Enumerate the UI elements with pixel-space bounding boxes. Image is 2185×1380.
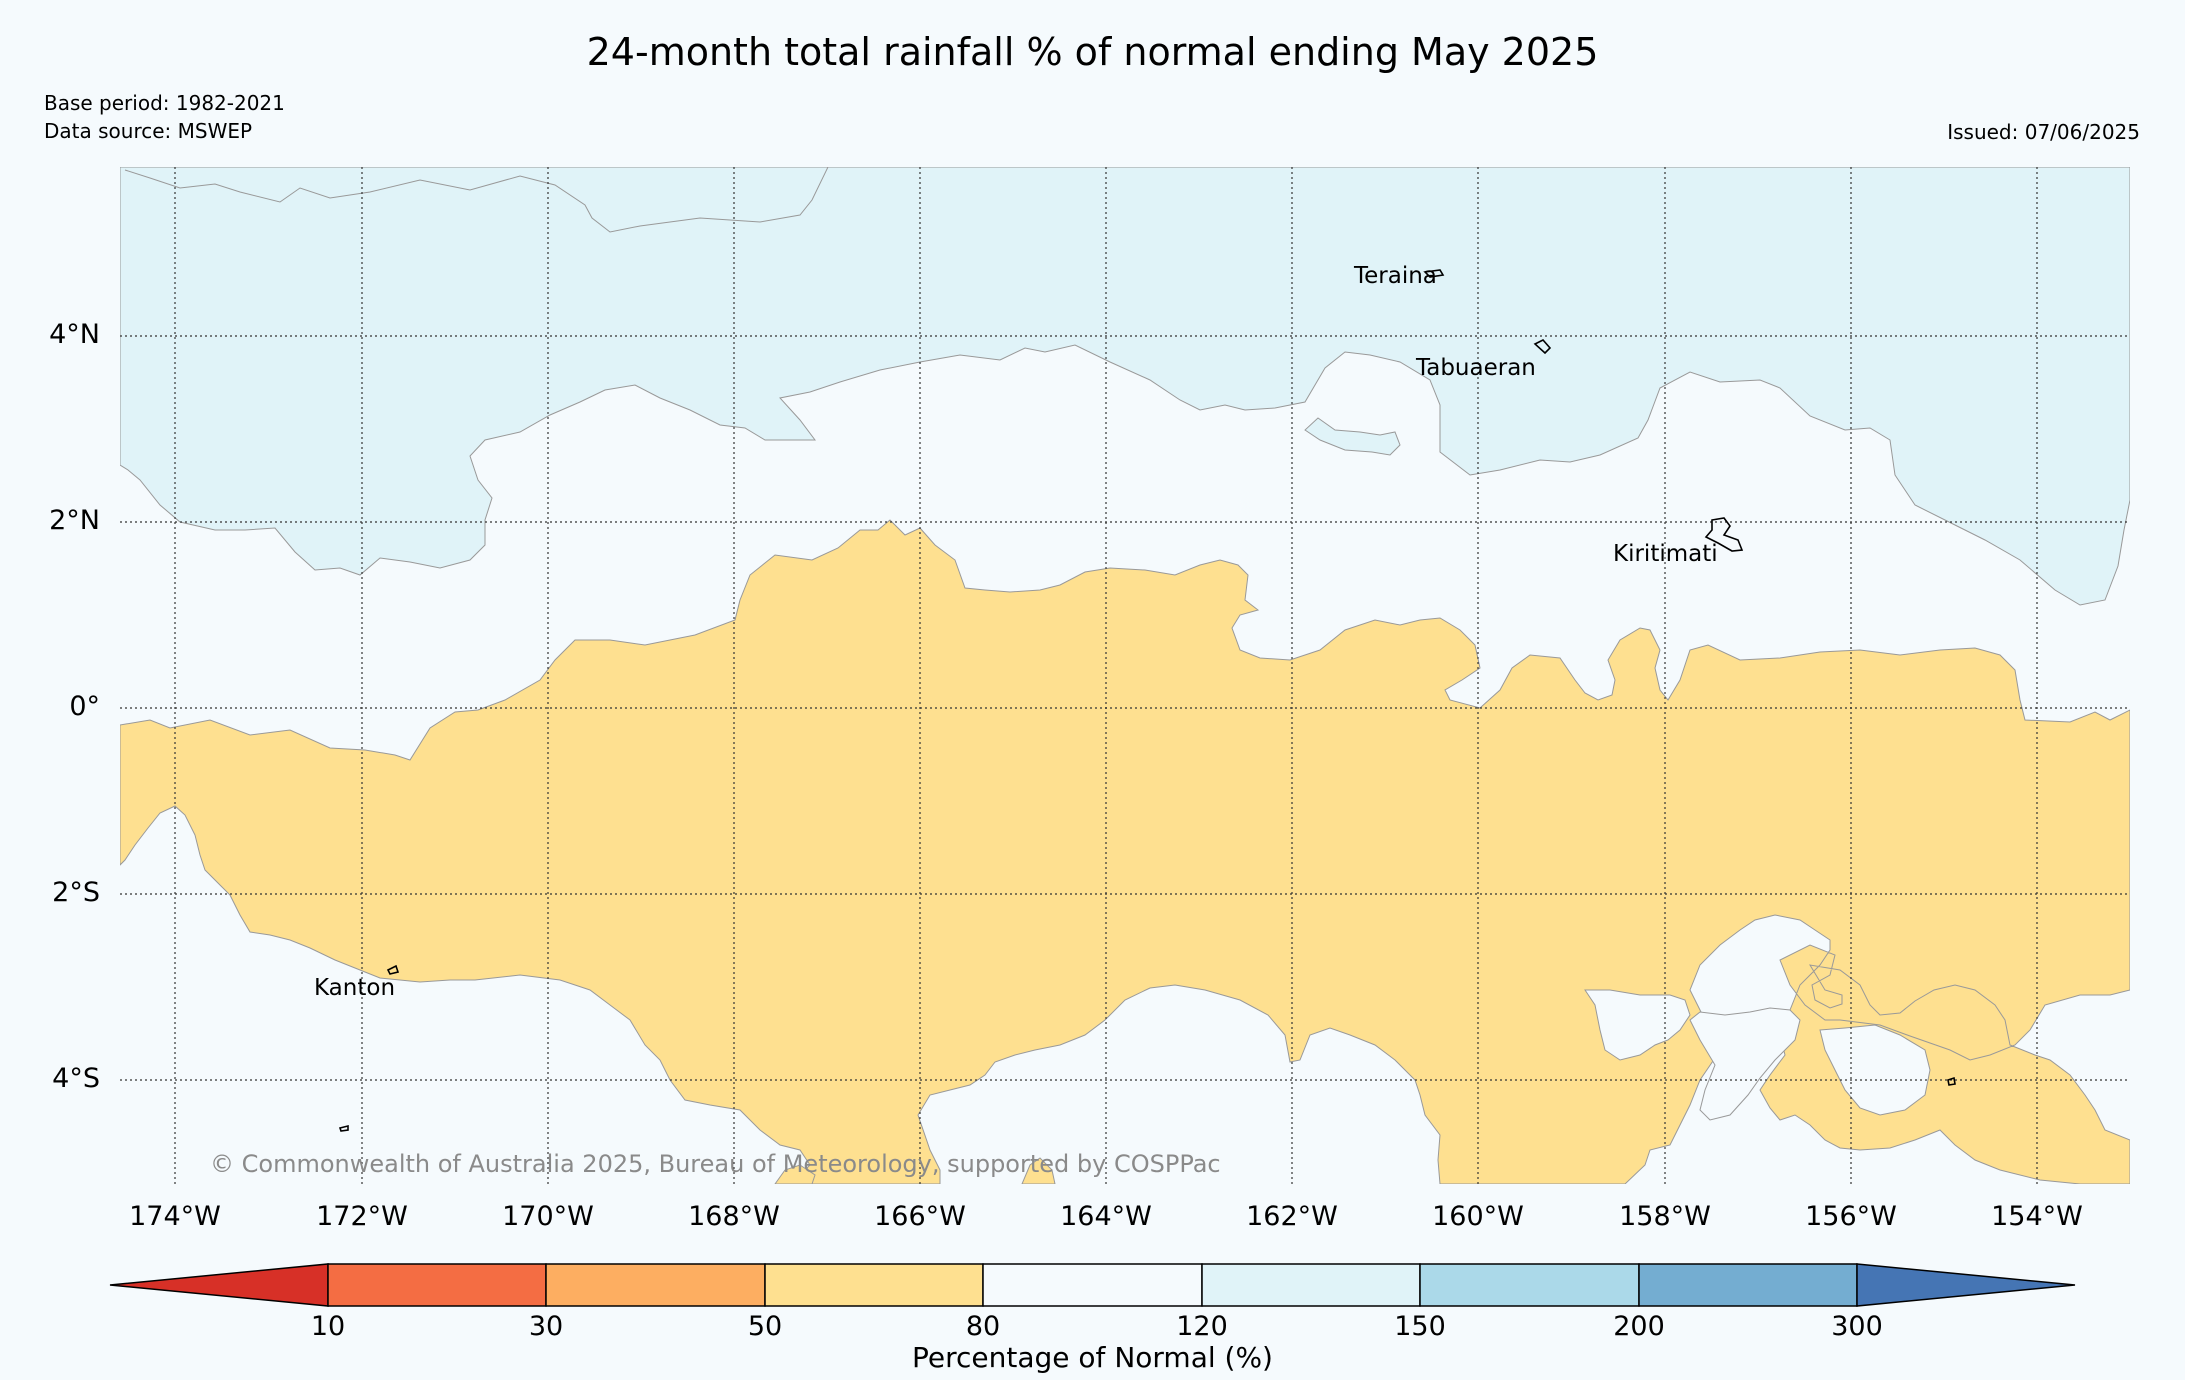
colorbar (109, 1263, 2076, 1307)
colorbar-label-300: 300 (1831, 1311, 1883, 1342)
lat-tick-4s: 4°S (52, 1063, 100, 1094)
colorbar-label-120: 120 (1176, 1311, 1228, 1342)
island-outlines (338, 269, 1956, 1132)
lat-tick-2n: 2°N (49, 505, 100, 536)
map-plot-area (120, 167, 2130, 1184)
lon-tick-162w: 162°W (1246, 1201, 1338, 1232)
colorbar-bin-150-200 (1419, 1263, 1640, 1307)
colorbar-bin-30-50 (545, 1263, 766, 1307)
colorbar-label-50: 50 (747, 1311, 783, 1342)
island-small-2 (1947, 1076, 1956, 1086)
colorbar-bin-120-150 (1201, 1263, 1421, 1307)
island-kiritimati (1704, 517, 1744, 552)
region-normal-pocket-southwest (1584, 989, 1691, 1061)
copyright-notice: © Commonwealth of Australia 2025, Bureau… (210, 1150, 1221, 1178)
lon-tick-168w: 168°W (688, 1201, 780, 1232)
place-label-kanton: Kanton (314, 975, 396, 1001)
issued-date: Issued: 07/06/2025 (1947, 120, 2140, 144)
colorbar-bin-10-30 (327, 1263, 547, 1307)
colorbar-label-80: 80 (965, 1311, 1001, 1342)
patch-50-80-south-center (1021, 1157, 1056, 1184)
lon-tick-154w: 154°W (1991, 1201, 2083, 1232)
colorbar-title: Percentage of Normal (%) (912, 1341, 1273, 1374)
island-teraina (1423, 269, 1445, 278)
lon-tick-164w: 164°W (1060, 1201, 1152, 1232)
lon-tick-166w: 166°W (874, 1201, 966, 1232)
colorbar-bin-50-80 (764, 1263, 984, 1307)
lon-tick-156w: 156°W (1805, 1201, 1897, 1232)
lat-tick-4n: 4°N (49, 319, 100, 350)
region-normal-pocket-south (1819, 1024, 1931, 1116)
lat-tick-2s: 2°S (52, 877, 100, 908)
map-title: 24-month total rainfall % of normal endi… (586, 30, 1599, 74)
lon-tick-172w: 172°W (316, 1201, 408, 1232)
island-tabuaeran (1533, 339, 1552, 355)
colorbar-label-200: 200 (1613, 1311, 1665, 1342)
colorbar-bin-200-300 (1638, 1263, 1858, 1307)
region-normal-pocket-southeast (1689, 1007, 1801, 1121)
colorbar-extend-low (109, 1263, 329, 1307)
lon-tick-170w: 170°W (502, 1201, 594, 1232)
colorbar-label-30: 30 (528, 1311, 564, 1342)
lon-tick-174w: 174°W (129, 1201, 221, 1232)
graticule (120, 167, 2130, 1184)
patch-50-80-southwest (774, 1164, 816, 1184)
data-source: Data source: MSWEP (44, 119, 253, 143)
lon-tick-158w: 158°W (1619, 1201, 1711, 1232)
place-label-kiritimati: Kiritimati (1613, 541, 1718, 567)
lon-tick-160w: 160°W (1432, 1201, 1524, 1232)
lat-tick-0: 0° (69, 691, 100, 722)
place-label-teraina: Teraina (1354, 263, 1437, 289)
colorbar-label-150: 150 (1394, 1311, 1446, 1342)
region-120-150-north (120, 167, 2130, 606)
region-120-150-island (1304, 417, 1401, 456)
place-label-tabuaeran: Tabuaeran (1416, 355, 1536, 381)
base-period: Base period: 1982-2021 (44, 91, 285, 115)
colorbar-bin-80-120 (982, 1263, 1203, 1307)
island-kanton (386, 964, 400, 975)
colorbar-extend-high (1856, 1263, 2076, 1307)
colorbar-label-10: 10 (310, 1311, 346, 1342)
island-small-1 (338, 1124, 349, 1132)
